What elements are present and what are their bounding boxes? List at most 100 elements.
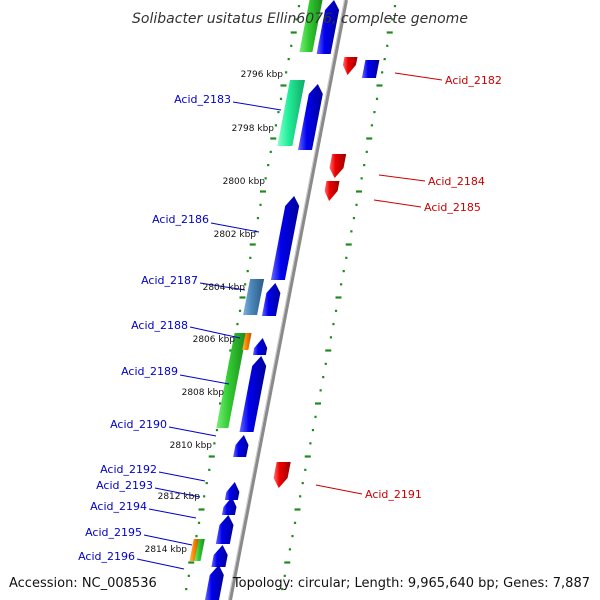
kbp-label-2806: 2806 kbp <box>193 335 236 345</box>
kbp-label-2800: 2800 kbp <box>223 177 266 187</box>
right-tick-minor-tick <box>309 442 312 445</box>
right-tick-minor-tick <box>370 124 373 127</box>
gene-acid-2192[interactable] <box>224 482 240 500</box>
gene-acid-2186[interactable] <box>270 196 300 280</box>
left-tick-minor-tick <box>297 5 301 8</box>
gene-label-acid-2196[interactable]: Acid_2196 <box>78 550 135 563</box>
right-tick-minor-tick <box>334 309 338 312</box>
accession-text: Accession: NC_008536 <box>9 576 157 591</box>
kbp-label-2802: 2802 kbp <box>214 230 257 240</box>
gene-acid-2183[interactable] <box>298 84 323 150</box>
kbp-label-2808: 2808 kbp <box>182 388 225 398</box>
gene-label-acid-2186[interactable]: Acid_2186 <box>152 213 209 226</box>
leader-acid-2182 <box>394 72 443 81</box>
leader-acid-2193 <box>154 487 201 498</box>
left-tick-minor-tick <box>195 535 198 538</box>
right-tick-minor-tick <box>393 5 397 8</box>
leader-acid-2194 <box>148 508 197 519</box>
gene-label-acid-2183[interactable]: Acid_2183 <box>174 93 231 106</box>
right-tick-minor-tick <box>383 58 386 61</box>
left-tick-minor-tick <box>208 468 211 471</box>
right-tick-minor-tick <box>288 548 292 551</box>
gene-features <box>189 0 380 600</box>
right-tick-minor-tick <box>301 482 304 485</box>
gene-label-acid-2192[interactable]: Acid_2192 <box>100 463 157 476</box>
gene-acid-2184[interactable] <box>329 154 347 178</box>
gene-acid-2193[interactable] <box>221 497 237 515</box>
leader-acid-2188 <box>189 326 241 339</box>
rna-feature-acid-2188[interactable] <box>242 333 252 350</box>
left-tick-minor-tick <box>246 270 249 273</box>
rna-feature-acid-2183[interactable] <box>277 80 305 146</box>
right-tick-minor-tick <box>329 336 332 339</box>
left-tick-minor-tick <box>259 203 262 206</box>
genome-backbone-highlight <box>228 0 345 600</box>
gene-acid-2182-neighbor[interactable] <box>361 60 380 78</box>
left-tick-minor-tick <box>238 309 242 312</box>
gene-label-acid-2185[interactable]: Acid_2185 <box>424 201 481 214</box>
gene-acid-2188-cds[interactable] <box>252 338 268 355</box>
gene-acid-2190[interactable] <box>233 435 249 457</box>
gene-acid-2185[interactable] <box>324 181 340 201</box>
gene-acid-2181[interactable] <box>316 0 340 54</box>
leader-acid-2185 <box>373 199 422 208</box>
left-tick-minor-tick <box>215 429 219 432</box>
rna-feature-top[interactable] <box>299 0 323 52</box>
gene-label-acid-2191[interactable]: Acid_2191 <box>365 488 422 501</box>
right-tick-minor-tick <box>345 256 348 259</box>
right-tick-minor-tick <box>311 429 315 432</box>
right-tick-minor-tick <box>373 111 376 114</box>
gene-acid-2189[interactable] <box>239 356 267 432</box>
leader-acid-2187 <box>199 282 246 291</box>
left-tick-minor-tick <box>236 323 239 326</box>
leader-acid-2186 <box>210 222 260 233</box>
left-tick-minor-tick <box>213 442 216 445</box>
rna-feature-acid-2189[interactable] <box>216 333 247 428</box>
left-tick-minor-tick <box>203 495 206 498</box>
gene-acid-2187-cds[interactable] <box>261 283 281 316</box>
rna-feature-acid-2195-a[interactable] <box>189 539 200 561</box>
gene-label-acid-2187[interactable]: Acid_2187 <box>141 274 198 287</box>
right-tick-minor-tick <box>352 217 356 220</box>
left-tick-minor-tick <box>269 150 272 153</box>
right-tick-minor-tick <box>322 376 325 379</box>
right-tick-minor-tick <box>293 521 297 524</box>
left-tick-minor-tick <box>256 217 260 220</box>
right-tick-minor-tick <box>304 468 307 471</box>
gene-acid-2194[interactable] <box>215 515 234 544</box>
left-tick-minor-tick <box>290 44 293 47</box>
right-tick-minor-tick <box>386 44 389 47</box>
right-tick-minor-tick <box>319 389 322 392</box>
kbp-label-2812: 2812 kbp <box>158 492 201 502</box>
gene-label-acid-2184[interactable]: Acid_2184 <box>428 175 485 188</box>
left-tick-minor-tick <box>274 124 277 127</box>
gene-label-acid-2193[interactable]: Acid_2193 <box>96 479 153 492</box>
right-tick-minor-tick <box>283 574 286 577</box>
leader-acid-2195 <box>143 534 193 546</box>
gene-label-acid-2194[interactable]: Acid_2194 <box>90 500 147 513</box>
right-tick-minor-tick <box>340 283 343 286</box>
gene-label-acid-2195[interactable]: Acid_2195 <box>85 526 142 539</box>
gene-label-acid-2190[interactable]: Acid_2190 <box>110 418 167 431</box>
leader-acid-2191 <box>315 484 363 495</box>
gene-label-acid-2189[interactable]: Acid_2189 <box>121 365 178 378</box>
left-tick-minor-tick <box>285 71 288 74</box>
gene-acid-2191[interactable] <box>273 462 291 488</box>
kbp-label-2798: 2798 kbp <box>232 124 275 134</box>
right-tick-minor-tick <box>291 535 294 538</box>
gene-acid-2182[interactable] <box>342 57 358 75</box>
left-tick-minor-tick <box>249 256 252 259</box>
rna-feature-acid-2187[interactable] <box>243 279 265 315</box>
left-tick-minor-tick <box>187 574 190 577</box>
rna-feature-acid-2195-b[interactable] <box>194 539 205 561</box>
left-tick-minor-tick <box>185 588 188 591</box>
gene-label-acid-2182[interactable]: Acid_2182 <box>445 74 502 87</box>
right-tick-minor-tick <box>381 71 384 74</box>
gene-acid-2195-cds[interactable] <box>211 545 228 567</box>
gene-acid-2196[interactable] <box>205 565 224 600</box>
gene-label-acid-2188[interactable]: Acid_2188 <box>131 319 188 332</box>
map-title: Solibacter usitatus Ellin6076, complete … <box>132 11 468 27</box>
kbp-label-2810: 2810 kbp <box>170 441 213 451</box>
left-tick-minor-tick <box>197 521 201 524</box>
right-tick-minor-tick <box>363 164 366 167</box>
